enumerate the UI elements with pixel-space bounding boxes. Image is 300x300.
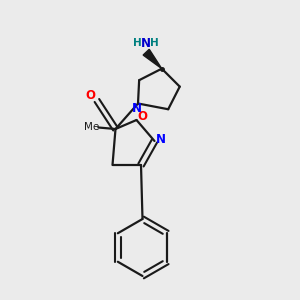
Text: N: N <box>141 37 151 50</box>
Polygon shape <box>143 49 162 69</box>
Text: Me: Me <box>84 122 99 133</box>
Text: H: H <box>134 38 142 48</box>
Text: N: N <box>156 133 166 146</box>
Text: N: N <box>131 102 142 116</box>
Text: O: O <box>137 110 148 124</box>
Text: O: O <box>85 88 95 102</box>
Text: H: H <box>150 38 159 48</box>
